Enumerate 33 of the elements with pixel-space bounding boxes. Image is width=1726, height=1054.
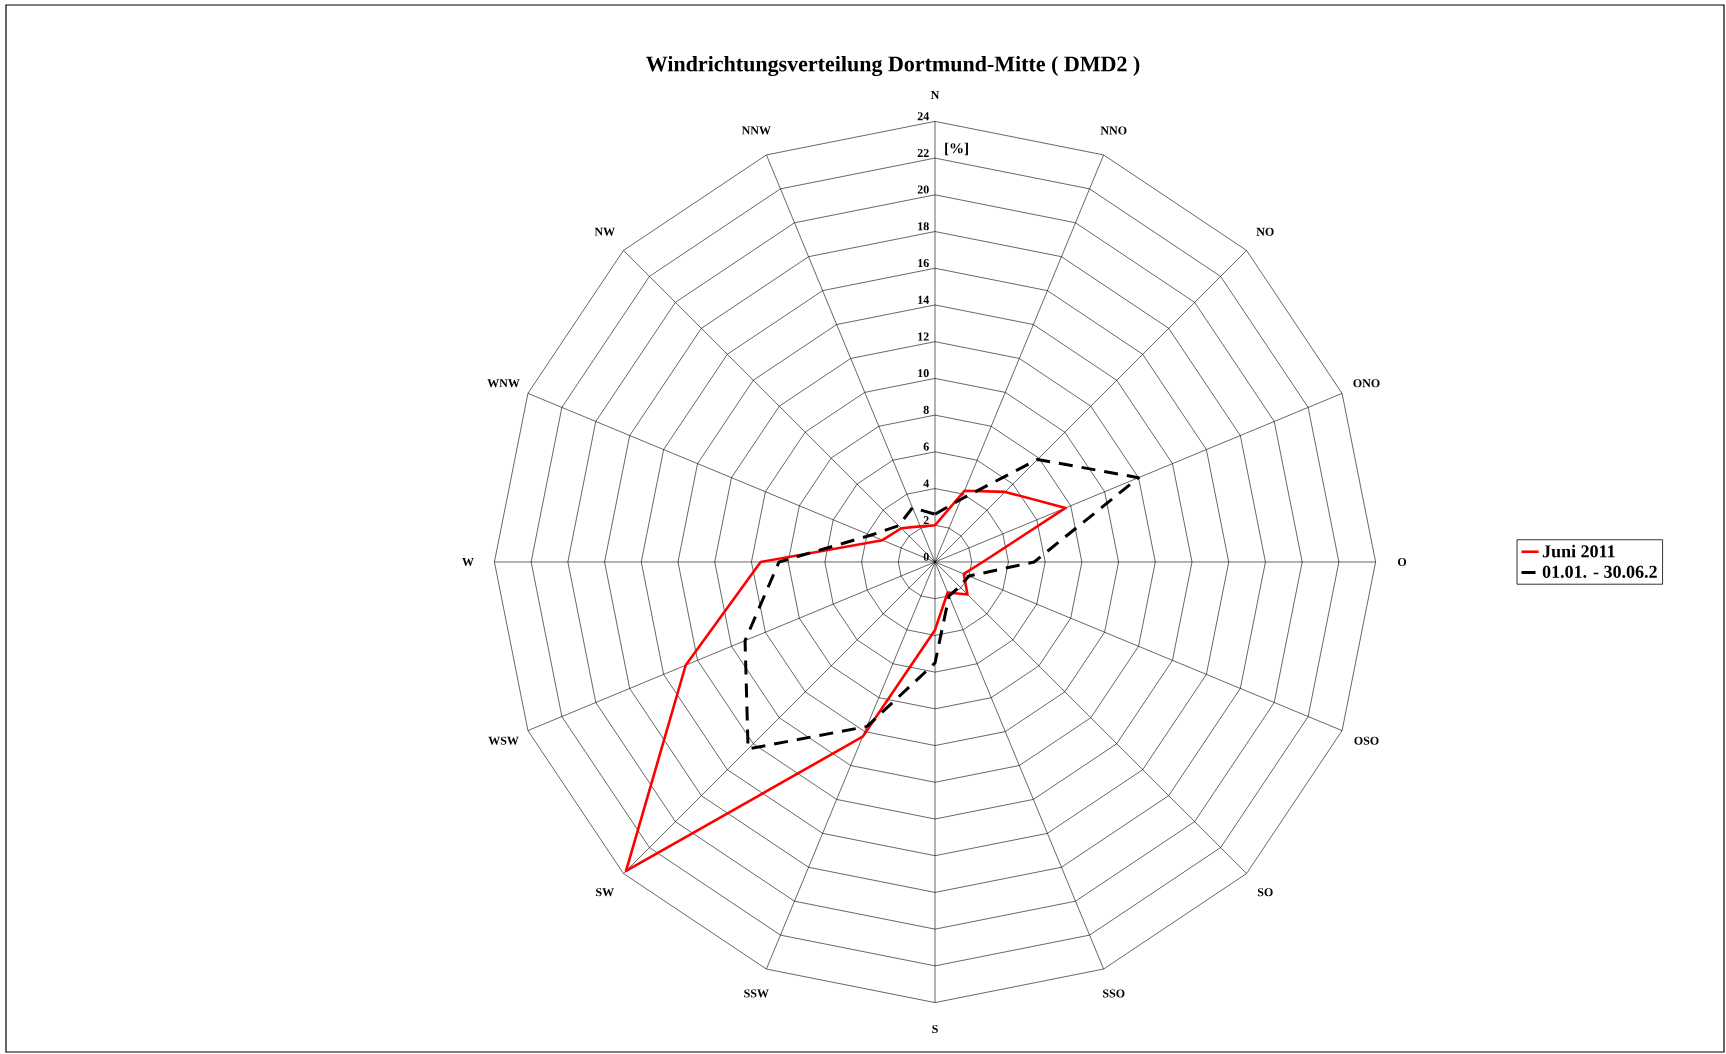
spoke-label: WNW (487, 379, 520, 388)
spoke-label: N (930, 91, 940, 99)
y-tick-label: 6 (923, 442, 929, 451)
legend-label: Juni 2011 (1542, 544, 1615, 558)
text: [%] (945, 142, 968, 156)
spoke-label: NNW (741, 126, 771, 135)
spoke-label: NO (1256, 227, 1274, 236)
spoke-label: O (1397, 557, 1407, 567)
y-tick-label: 20 (917, 185, 929, 194)
spoke-label: SW (596, 888, 614, 897)
y-tick-label: 0 (923, 552, 929, 561)
spoke-label: S (932, 1024, 938, 1034)
spoke-label: OSO (1354, 736, 1379, 745)
spoke-label: WSW (488, 736, 519, 745)
y-tick-label: 12 (918, 332, 929, 341)
y-tick-label: 14 (918, 295, 929, 304)
spoke-label: W (462, 557, 474, 567)
chart-title: Windrichtungsverteilung Dortmund-Mitte ( DMD2 ) (646, 55, 1140, 77)
spoke-label: NW (594, 227, 615, 236)
spoke-label: SSW (744, 989, 769, 998)
spoke-label: NNO (1100, 126, 1127, 135)
y-tick-label: 18 (918, 222, 929, 231)
y-tick-label: 22 (917, 148, 929, 157)
spoke-label: ONO (1353, 379, 1380, 388)
y-tick-label: 8 (923, 405, 929, 414)
y-tick-label: 16 (918, 258, 929, 268)
legend-label: 01.01. - 30.06.2 (1542, 565, 1657, 578)
spoke-label: SO (1257, 888, 1273, 897)
y-tick-label: 2 (923, 516, 929, 525)
y-tick-label: 10 (918, 369, 929, 378)
spoke-label: SSO (1103, 989, 1125, 998)
y-tick-label: 24 (917, 112, 929, 121)
y-tick-label: 4 (923, 479, 929, 488)
